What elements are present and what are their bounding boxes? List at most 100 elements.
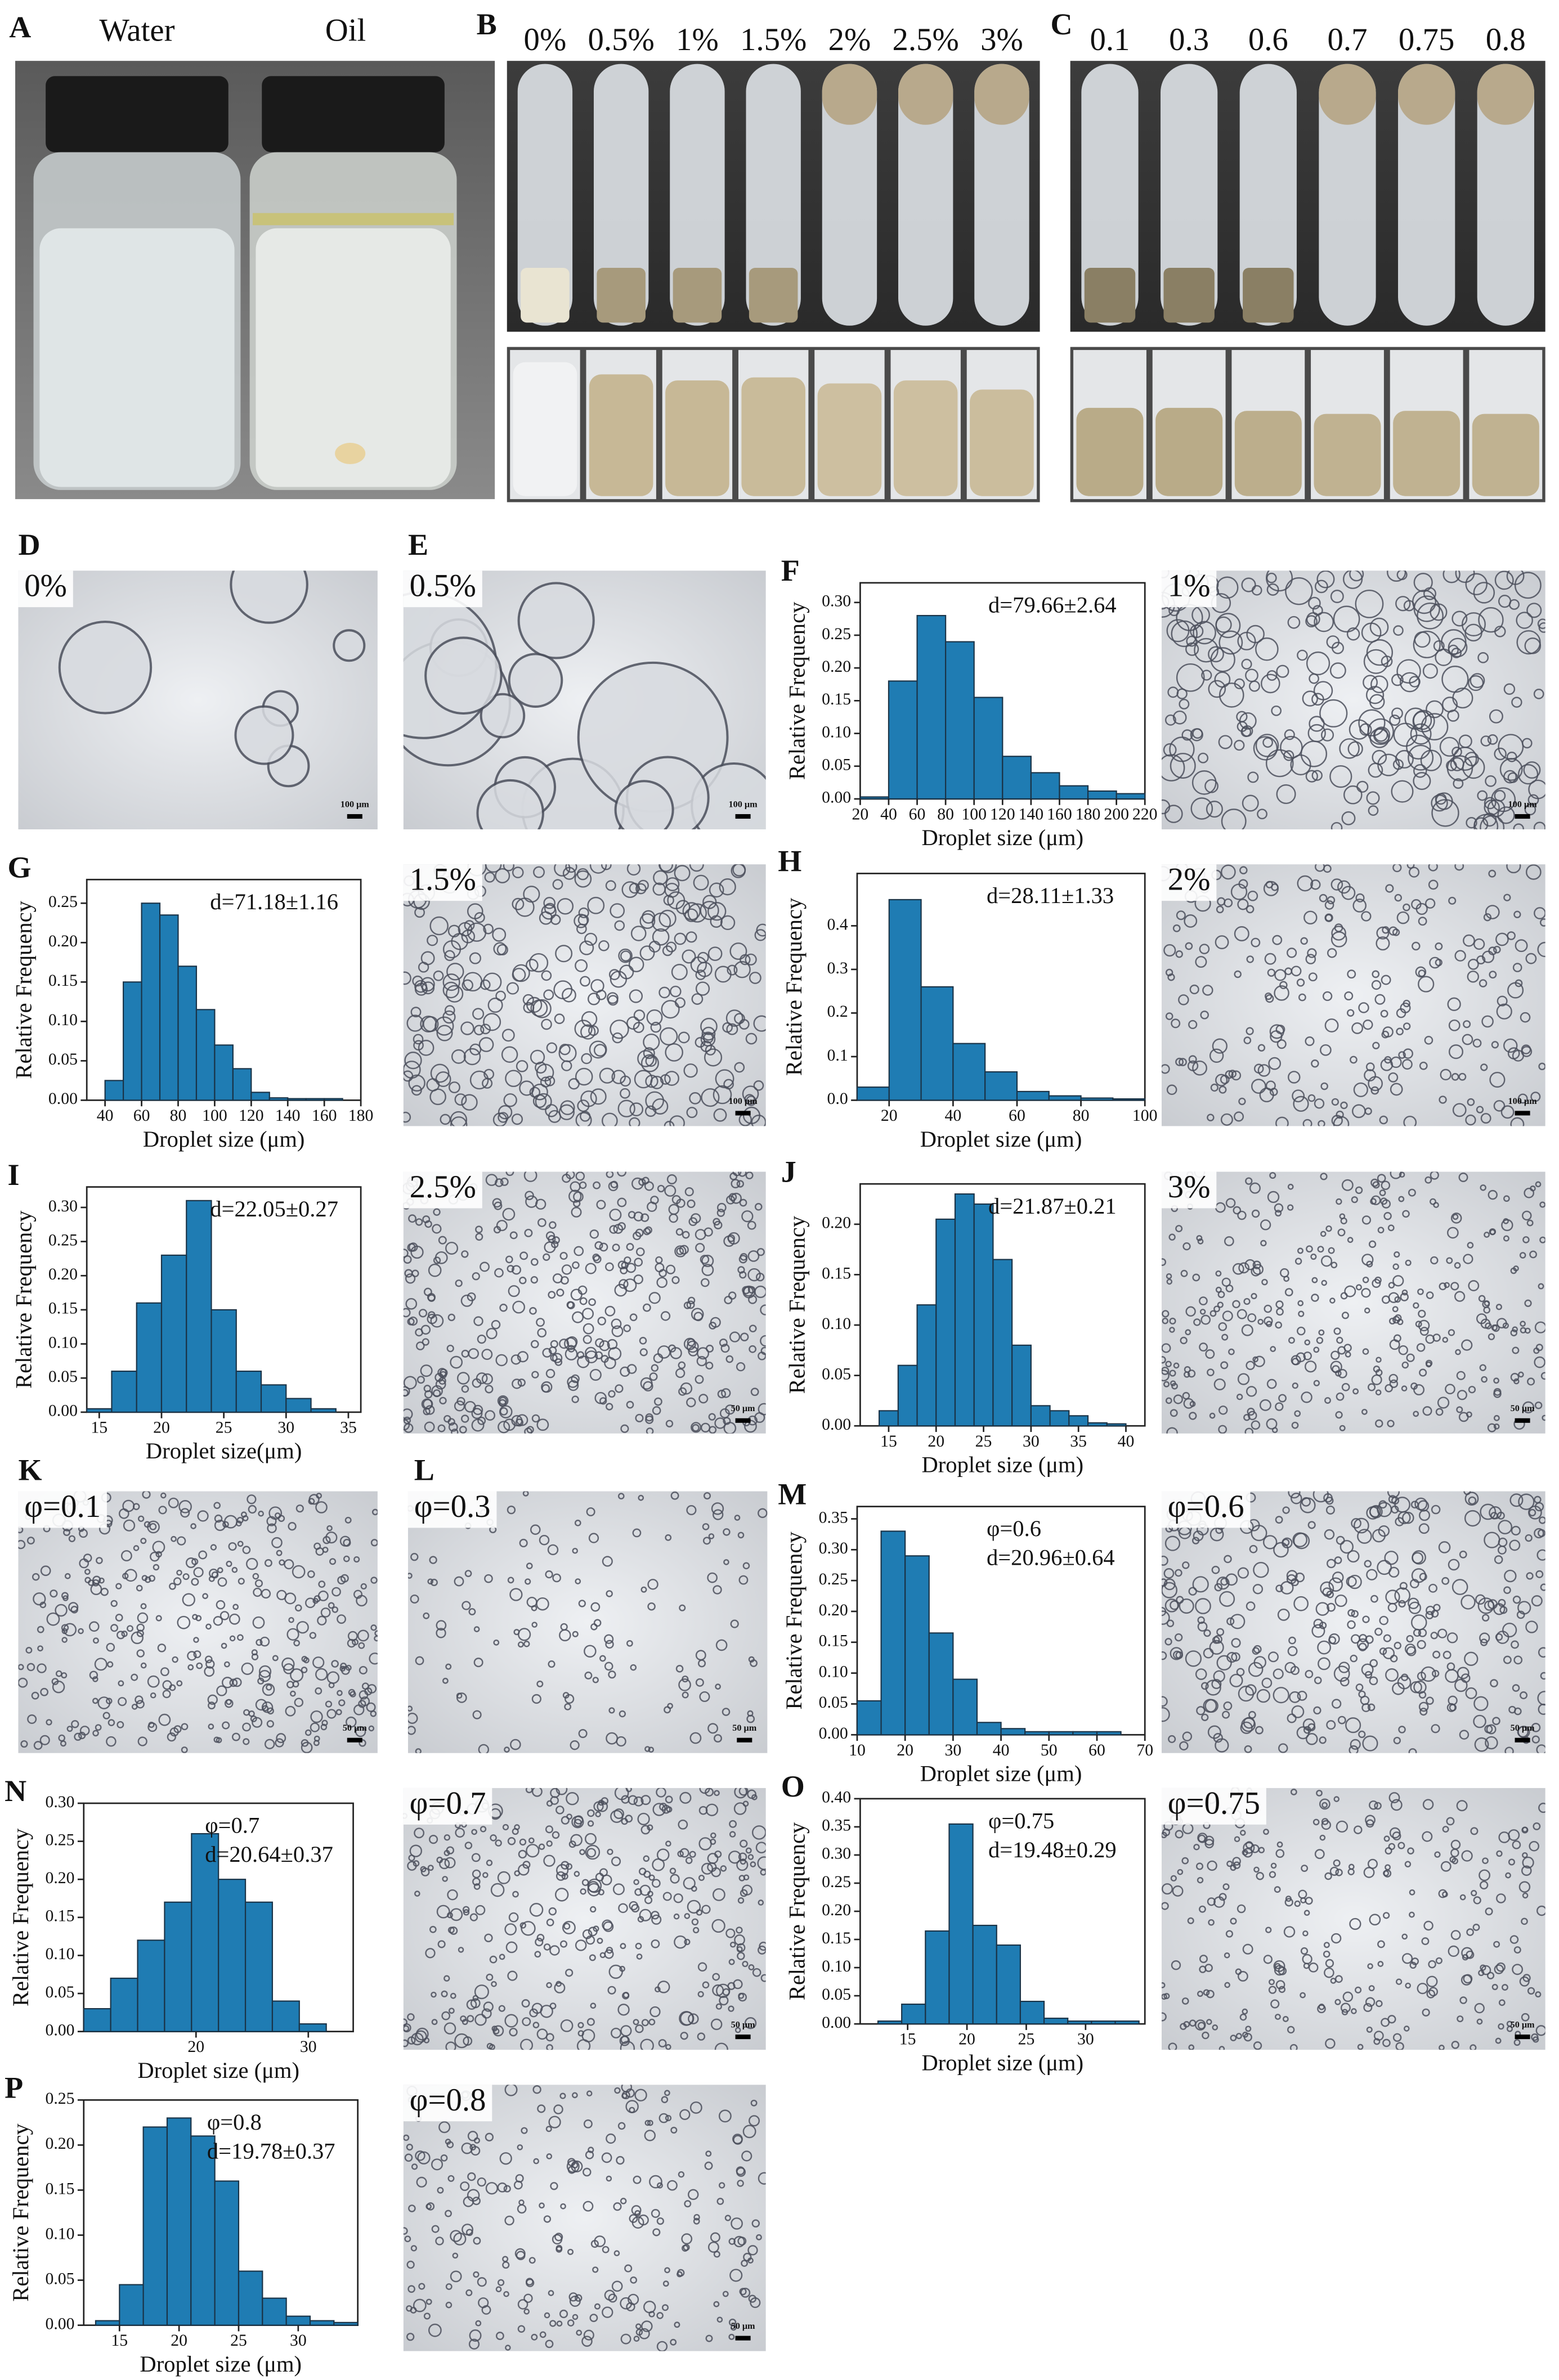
droplet — [1361, 911, 1372, 922]
droplet — [1341, 1382, 1350, 1391]
droplet — [472, 1710, 482, 1719]
droplet — [595, 989, 607, 1000]
droplet — [552, 1236, 560, 1244]
droplet — [594, 1241, 603, 1250]
bar — [928, 1632, 954, 1736]
droplet — [1255, 1726, 1264, 1735]
droplet — [602, 1556, 613, 1567]
droplet — [1463, 1020, 1471, 1029]
droplet — [1271, 1427, 1278, 1434]
droplet — [1369, 1800, 1378, 1810]
droplet — [689, 1092, 702, 1104]
droplet — [316, 1493, 322, 1499]
droplet — [1182, 1561, 1190, 1569]
droplet — [1369, 1676, 1378, 1686]
droplet — [158, 1506, 167, 1515]
droplet — [621, 1261, 629, 1269]
photo-label: 0.8 — [1486, 22, 1526, 57]
bar — [123, 981, 142, 1101]
droplet — [718, 2182, 725, 2189]
micrograph-label: 1.5% — [410, 862, 476, 897]
bar — [298, 2023, 327, 2032]
droplet — [679, 1245, 689, 1255]
droplet — [1409, 1961, 1417, 1969]
droplet — [408, 1854, 415, 1862]
droplet — [664, 1184, 677, 1197]
droplet — [285, 1705, 296, 1717]
droplet — [750, 1387, 759, 1396]
droplet — [1217, 1291, 1225, 1299]
droplet — [1448, 1019, 1461, 1031]
droplet — [191, 1578, 199, 1586]
droplet — [716, 2316, 723, 2323]
droplet — [1402, 1511, 1414, 1524]
droplet — [589, 864, 607, 874]
droplet — [462, 979, 473, 991]
droplet — [560, 2203, 566, 2210]
droplet — [1315, 1602, 1330, 1616]
droplet — [1498, 2023, 1504, 2030]
droplet — [1164, 1638, 1172, 1646]
bar — [285, 2315, 311, 2326]
droplet — [656, 2217, 664, 2225]
droplet — [248, 1505, 257, 1514]
droplet — [198, 1550, 208, 1560]
droplet — [430, 1578, 438, 1587]
droplet — [548, 2116, 561, 2128]
droplet — [708, 1413, 716, 1421]
bar — [1024, 1731, 1050, 1736]
droplet — [590, 1602, 601, 1612]
droplet — [136, 1623, 145, 1632]
droplet — [503, 2291, 509, 2297]
droplet — [411, 1085, 422, 1096]
droplet — [1290, 754, 1311, 776]
droplet — [1473, 1896, 1481, 1905]
droplet — [407, 1573, 413, 1579]
droplet — [1237, 1309, 1247, 1319]
droplet — [727, 964, 738, 976]
tube — [746, 64, 801, 326]
x-tick-label: 140 — [275, 1106, 301, 1125]
droplet — [1175, 1057, 1184, 1066]
droplet — [1370, 1195, 1381, 1206]
droplet — [586, 1507, 595, 1516]
droplet — [489, 1955, 498, 1964]
droplet — [1215, 1074, 1228, 1086]
droplet — [1497, 1511, 1505, 1520]
droplet — [1325, 2038, 1336, 2049]
droplet — [718, 2109, 732, 2123]
droplet — [267, 1523, 277, 1533]
droplet — [1492, 1717, 1500, 1725]
droplet — [564, 1703, 572, 1710]
droplet — [602, 2306, 613, 2318]
droplet — [216, 1685, 227, 1696]
droplet — [413, 2298, 427, 2312]
droplet — [1247, 1313, 1257, 1323]
droplet — [1389, 715, 1401, 726]
droplet — [1426, 700, 1444, 719]
droplet — [1390, 1083, 1403, 1096]
droplet — [740, 1252, 748, 1261]
droplet — [1242, 1849, 1248, 1856]
y-axis-label: Relative Frequency — [781, 897, 807, 1076]
droplet — [657, 1981, 670, 1993]
droplet — [61, 1592, 69, 1600]
droplet — [575, 1067, 593, 1086]
droplet — [728, 2005, 734, 2012]
droplet — [123, 1519, 136, 1532]
droplet — [436, 1620, 447, 1631]
droplet — [1225, 1070, 1234, 1079]
droplet — [519, 1251, 528, 1260]
droplet — [408, 2204, 416, 2212]
droplet — [525, 1195, 538, 1208]
droplet — [1520, 1012, 1531, 1023]
droplet — [1208, 1919, 1215, 1926]
droplet — [522, 1861, 531, 1869]
droplet — [559, 1251, 568, 1260]
droplet — [651, 1914, 662, 1925]
droplet — [597, 1317, 606, 1326]
droplet — [637, 1050, 655, 1067]
droplet — [640, 1213, 649, 1222]
droplet — [552, 2234, 563, 2245]
droplet — [1309, 716, 1325, 732]
